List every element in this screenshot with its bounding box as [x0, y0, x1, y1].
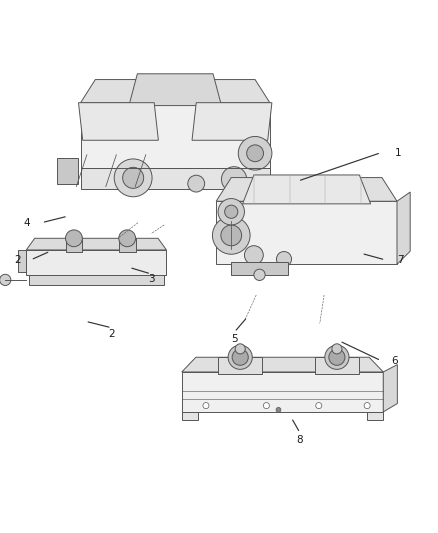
Polygon shape [26, 250, 166, 275]
Circle shape [203, 402, 209, 409]
Polygon shape [81, 103, 270, 168]
Circle shape [364, 402, 370, 409]
Text: 4: 4 [23, 217, 30, 228]
Circle shape [329, 349, 345, 365]
Circle shape [247, 145, 264, 161]
Circle shape [66, 230, 82, 247]
Text: 3: 3 [148, 274, 155, 284]
Polygon shape [66, 238, 82, 252]
Circle shape [119, 230, 136, 247]
Circle shape [0, 274, 11, 286]
Text: 6: 6 [391, 356, 398, 366]
Circle shape [221, 225, 242, 246]
Text: 2: 2 [14, 255, 21, 265]
Polygon shape [367, 412, 383, 421]
Circle shape [276, 252, 292, 266]
Circle shape [263, 402, 269, 409]
Polygon shape [81, 79, 270, 103]
Circle shape [254, 269, 265, 280]
Polygon shape [182, 412, 198, 421]
Circle shape [232, 349, 248, 365]
Polygon shape [192, 103, 272, 140]
Polygon shape [216, 177, 397, 201]
Polygon shape [182, 372, 383, 412]
Circle shape [244, 246, 263, 264]
Polygon shape [119, 238, 136, 252]
Circle shape [238, 136, 272, 170]
Circle shape [332, 344, 342, 354]
Circle shape [316, 402, 322, 409]
Polygon shape [216, 201, 397, 264]
Polygon shape [81, 168, 270, 189]
Text: 1: 1 [395, 148, 402, 158]
Polygon shape [243, 175, 371, 204]
Polygon shape [383, 365, 397, 412]
Circle shape [276, 407, 281, 412]
Circle shape [114, 159, 152, 197]
Polygon shape [218, 357, 262, 374]
Polygon shape [182, 357, 383, 372]
Text: 7: 7 [397, 255, 404, 265]
Polygon shape [129, 74, 222, 106]
Circle shape [123, 167, 144, 188]
Text: 2: 2 [108, 329, 115, 340]
Polygon shape [78, 103, 159, 140]
Circle shape [222, 167, 247, 192]
Polygon shape [397, 192, 410, 264]
Polygon shape [231, 262, 288, 275]
Polygon shape [18, 250, 26, 272]
Polygon shape [57, 158, 78, 184]
Polygon shape [26, 238, 166, 250]
Circle shape [325, 345, 349, 369]
Circle shape [212, 216, 250, 254]
Text: 5: 5 [231, 334, 238, 344]
Circle shape [188, 175, 205, 192]
Text: 8: 8 [297, 434, 304, 445]
Polygon shape [29, 275, 164, 285]
Polygon shape [315, 357, 359, 374]
Circle shape [235, 344, 245, 354]
Circle shape [218, 199, 244, 225]
Circle shape [228, 345, 252, 369]
Circle shape [225, 205, 238, 219]
